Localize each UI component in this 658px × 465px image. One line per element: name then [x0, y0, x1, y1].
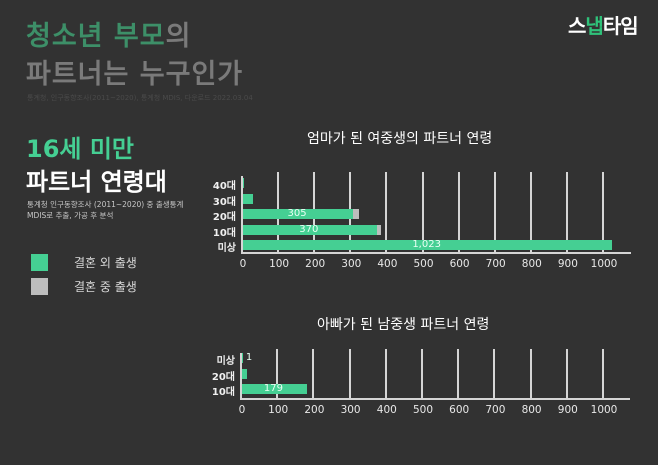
- x-tick-label: 500: [413, 258, 434, 270]
- main-title-green: 청소년 부모: [26, 21, 166, 52]
- subtitle-white: 파트너 연령대: [26, 168, 167, 196]
- y-axis-line: [240, 353, 242, 400]
- gridline: [565, 172, 568, 252]
- x-axis-line: [240, 398, 630, 400]
- y-category-label: 10대: [211, 387, 235, 398]
- bar-value-label: 370: [299, 224, 319, 235]
- legend-swatch-gray: [31, 278, 48, 295]
- y-category-label: 10대: [212, 228, 236, 239]
- brand-logo: 스냅타임: [568, 10, 639, 39]
- x-tick-label: 800: [521, 404, 542, 416]
- gridline: [421, 172, 424, 252]
- x-tick-label: 0: [238, 404, 246, 416]
- x-tick-label: 100: [269, 258, 290, 270]
- legend-label: 결혼 중 출생: [74, 280, 137, 294]
- bar: [242, 384, 307, 394]
- bar-segment-out-of-wedlock: [243, 209, 354, 219]
- bar-value-label: 1: [245, 352, 253, 363]
- x-tick-label: 600: [449, 404, 470, 416]
- gridline: [421, 349, 423, 398]
- x-tick-label: 800: [521, 258, 542, 270]
- logo-part3: 타임: [602, 14, 639, 38]
- bar: [242, 369, 247, 379]
- method-note-line2: MDIS로 추출, 가공 후 분석: [27, 211, 114, 220]
- bar-segment-in-wedlock: [376, 225, 381, 235]
- gridline: [348, 349, 351, 398]
- x-tick-label: 0: [239, 258, 247, 270]
- x-tick-label: 300: [340, 404, 361, 416]
- gridline: [529, 349, 532, 398]
- bar: [243, 209, 359, 219]
- gridline: [457, 349, 460, 398]
- gridline: [385, 172, 388, 252]
- main-title-rest: 의: [165, 21, 192, 52]
- bar-segment-in-wedlock: [353, 209, 359, 219]
- chart-title-fathers: 아빠가 된 남중생 파트너 연령: [317, 317, 490, 333]
- x-tick-label: 500: [412, 404, 434, 416]
- bar-segment-out-of-wedlock: [242, 384, 307, 394]
- chart-title-mothers: 엄마가 된 여중생의 파트너 연령: [307, 131, 493, 147]
- bar-value-label: 1,023: [412, 239, 441, 250]
- logo-part1: 스: [568, 14, 586, 38]
- gridline: [312, 349, 315, 398]
- gridline: [493, 349, 496, 398]
- gridline: [565, 349, 568, 398]
- y-category-label: 30대: [212, 197, 236, 208]
- y-axis-line: [241, 176, 243, 254]
- gridline: [384, 349, 387, 398]
- method-note-line1: 통계청 인구동향조사 (2011~2020) 중 출생통계: [27, 200, 184, 209]
- x-tick-label: 600: [449, 258, 470, 270]
- gridline: [493, 172, 496, 252]
- bar: [243, 178, 245, 188]
- x-axis-line: [241, 252, 631, 254]
- x-tick-label: 700: [485, 258, 506, 270]
- gridline: [529, 172, 532, 252]
- main-title-line2: 파트너는 누구인가: [26, 59, 244, 90]
- x-tick-label: 400: [376, 404, 397, 416]
- x-tick-label: 700: [485, 404, 506, 416]
- bar-segment-out-of-wedlock: [243, 178, 245, 188]
- x-tick-label: 900: [557, 404, 578, 416]
- gridline: [276, 349, 279, 398]
- y-category-label: 20대: [212, 212, 236, 223]
- subtitle-green: 16세 미만: [26, 135, 134, 163]
- logo-part2: 냅: [585, 14, 603, 38]
- source-caption: 통계청, 인구동향조사(2011~2020), 통계청 MDIS, 다운로드 2…: [27, 94, 253, 102]
- y-category-label: 40대: [212, 181, 236, 192]
- bar: [243, 194, 254, 204]
- bar-segment-out-of-wedlock: [242, 369, 247, 379]
- x-tick-label: 1000: [590, 404, 618, 416]
- gridline: [457, 172, 460, 252]
- x-tick-label: 100: [268, 404, 289, 416]
- gridline: [602, 349, 604, 398]
- y-category-label: 미상: [217, 243, 236, 254]
- y-category-label: 미상: [216, 356, 235, 367]
- x-tick-label: 1000: [590, 258, 618, 270]
- main-title-line1: 청소년 부모의: [26, 14, 191, 53]
- x-tick-label: 200: [305, 258, 326, 270]
- x-tick-label: 900: [557, 258, 578, 270]
- y-category-label: 20대: [211, 372, 235, 383]
- bar-value-label: 179: [263, 383, 283, 394]
- bar-segment-out-of-wedlock: [243, 240, 613, 250]
- x-tick-label: 400: [377, 258, 398, 270]
- method-note: 통계청 인구동향조사 (2011~2020) 중 출생통계 MDIS로 추출, …: [27, 199, 217, 221]
- legend-label: 결혼 외 출생: [74, 256, 137, 270]
- legend-item-out-of-wedlock: 결혼 외 출생: [31, 254, 137, 271]
- gridline: [602, 172, 604, 252]
- bar: [243, 225, 381, 235]
- bar-value-label: 305: [287, 208, 307, 219]
- bar: [243, 240, 613, 250]
- bar-segment-out-of-wedlock: [243, 194, 254, 204]
- legend-item-in-wedlock: 결혼 중 출생: [31, 278, 137, 295]
- bar-segment-out-of-wedlock: [243, 225, 377, 235]
- x-tick-label: 200: [304, 404, 325, 416]
- legend-swatch-green: [31, 254, 48, 271]
- x-tick-label: 300: [341, 258, 362, 270]
